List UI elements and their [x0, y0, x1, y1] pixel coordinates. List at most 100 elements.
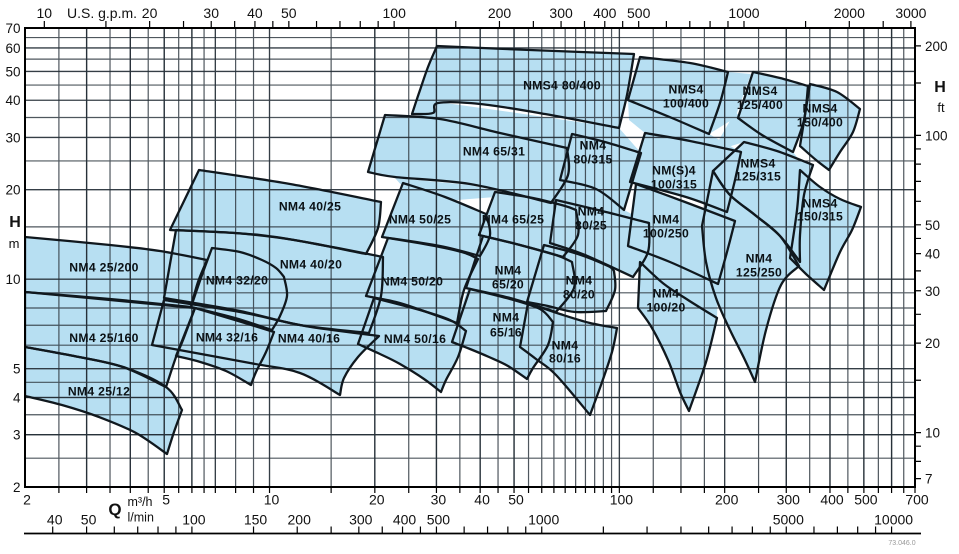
svg-text:125/315: 125/315 [735, 169, 781, 183]
svg-text:40: 40 [247, 5, 263, 21]
svg-text:100/315: 100/315 [651, 177, 697, 191]
svg-text:125/250: 125/250 [736, 265, 782, 279]
svg-text:5: 5 [162, 492, 170, 508]
svg-text:80/315: 80/315 [573, 152, 612, 166]
svg-text:NM4: NM4 [578, 204, 605, 218]
svg-text:73.046.0: 73.046.0 [888, 540, 915, 547]
svg-text:65/16: 65/16 [490, 325, 522, 339]
svg-text:m³/h: m³/h [128, 495, 153, 509]
svg-text:NM4: NM4 [653, 212, 680, 226]
svg-text:150/400: 150/400 [797, 115, 843, 129]
svg-text:NM4: NM4 [746, 251, 773, 265]
svg-text:300: 300 [777, 492, 801, 508]
svg-text:NM4 65/25: NM4 65/25 [482, 212, 544, 226]
svg-text:400: 400 [820, 492, 844, 508]
svg-text:40: 40 [474, 492, 490, 508]
svg-text:150/315: 150/315 [797, 209, 843, 223]
svg-text:1000: 1000 [528, 512, 559, 528]
svg-text:400: 400 [593, 5, 617, 21]
svg-text:3000: 3000 [895, 5, 926, 21]
svg-text:l/min: l/min [128, 511, 154, 525]
svg-text:80/16: 80/16 [549, 351, 581, 365]
svg-text:40: 40 [47, 512, 63, 528]
svg-text:20: 20 [142, 5, 158, 21]
svg-text:125/400: 125/400 [737, 98, 783, 112]
svg-text:2: 2 [23, 492, 31, 508]
svg-text:30: 30 [431, 492, 447, 508]
svg-text:NM4: NM4 [552, 338, 579, 352]
svg-text:NMS4 80/400: NMS4 80/400 [523, 78, 601, 92]
svg-text:50: 50 [5, 64, 20, 79]
svg-text:3: 3 [13, 428, 21, 443]
svg-text:300: 300 [349, 512, 373, 528]
svg-text:20: 20 [369, 492, 385, 508]
svg-text:NM4 40/25: NM4 40/25 [279, 199, 341, 213]
svg-text:300: 300 [549, 5, 573, 21]
svg-text:100/400: 100/400 [663, 96, 709, 110]
svg-text:H: H [934, 79, 946, 96]
svg-text:5000: 5000 [773, 512, 804, 528]
svg-text:NM4: NM4 [493, 310, 520, 324]
svg-text:30: 30 [925, 284, 940, 299]
svg-text:Q: Q [108, 500, 121, 519]
svg-text:50: 50 [281, 5, 297, 21]
svg-text:NM4 65/31: NM4 65/31 [463, 144, 525, 158]
svg-text:NM4 40/16: NM4 40/16 [278, 331, 340, 345]
svg-text:150: 150 [244, 512, 268, 528]
svg-text:200: 200 [715, 492, 739, 508]
svg-text:NM4: NM4 [495, 263, 522, 277]
svg-text:700: 700 [905, 492, 929, 508]
svg-text:500: 500 [427, 512, 451, 528]
svg-text:NMS4: NMS4 [668, 82, 703, 96]
svg-text:100: 100 [925, 128, 948, 143]
svg-text:NMS4: NMS4 [802, 196, 837, 210]
svg-text:7: 7 [925, 472, 933, 487]
svg-text:20: 20 [925, 336, 940, 351]
svg-text:40: 40 [5, 93, 20, 108]
svg-text:100: 100 [610, 492, 634, 508]
svg-text:100/20: 100/20 [646, 300, 685, 314]
svg-text:10000: 10000 [874, 512, 913, 528]
svg-text:NM4 50/16: NM4 50/16 [384, 332, 446, 346]
svg-text:200: 200 [488, 5, 512, 21]
svg-text:NM4: NM4 [653, 286, 680, 300]
svg-text:100: 100 [383, 5, 407, 21]
svg-text:1000: 1000 [728, 5, 759, 21]
svg-text:5: 5 [13, 362, 21, 377]
svg-text:2000: 2000 [834, 5, 865, 21]
svg-text:70: 70 [5, 21, 20, 36]
svg-text:80/25: 80/25 [575, 218, 607, 232]
svg-text:m: m [9, 236, 20, 251]
svg-text:400: 400 [393, 512, 417, 528]
svg-text:20: 20 [5, 183, 20, 198]
svg-text:50: 50 [81, 512, 97, 528]
svg-text:30: 30 [203, 5, 219, 21]
svg-text:NM4 25/200: NM4 25/200 [69, 260, 138, 274]
svg-text:10: 10 [264, 492, 280, 508]
svg-text:NMS4: NMS4 [802, 101, 837, 115]
svg-text:100/250: 100/250 [643, 226, 689, 240]
svg-text:4: 4 [13, 391, 21, 406]
svg-text:30: 30 [5, 130, 20, 145]
svg-text:NM4 40/20: NM4 40/20 [280, 257, 342, 271]
svg-text:NMS4: NMS4 [742, 84, 777, 98]
svg-text:100: 100 [182, 512, 206, 528]
svg-text:50: 50 [925, 218, 940, 233]
svg-text:500: 500 [854, 492, 878, 508]
svg-text:NM4 25/160: NM4 25/160 [69, 331, 138, 345]
svg-text:200: 200 [925, 39, 948, 54]
svg-text:NMS4: NMS4 [740, 156, 775, 170]
svg-text:2: 2 [13, 480, 21, 495]
svg-text:500: 500 [627, 5, 651, 21]
svg-text:NM4: NM4 [580, 138, 607, 152]
svg-text:ft: ft [937, 100, 945, 115]
svg-text:10: 10 [925, 426, 940, 441]
svg-text:NM4 32/16: NM4 32/16 [196, 330, 258, 344]
svg-text:10: 10 [5, 272, 20, 287]
svg-text:60: 60 [5, 41, 20, 56]
svg-text:200: 200 [288, 512, 312, 528]
svg-text:40: 40 [925, 247, 940, 262]
svg-text:NM4 50/25: NM4 50/25 [389, 212, 451, 226]
svg-text:65/20: 65/20 [492, 277, 524, 291]
svg-text:U.S. g.p.m.: U.S. g.p.m. [67, 5, 137, 21]
